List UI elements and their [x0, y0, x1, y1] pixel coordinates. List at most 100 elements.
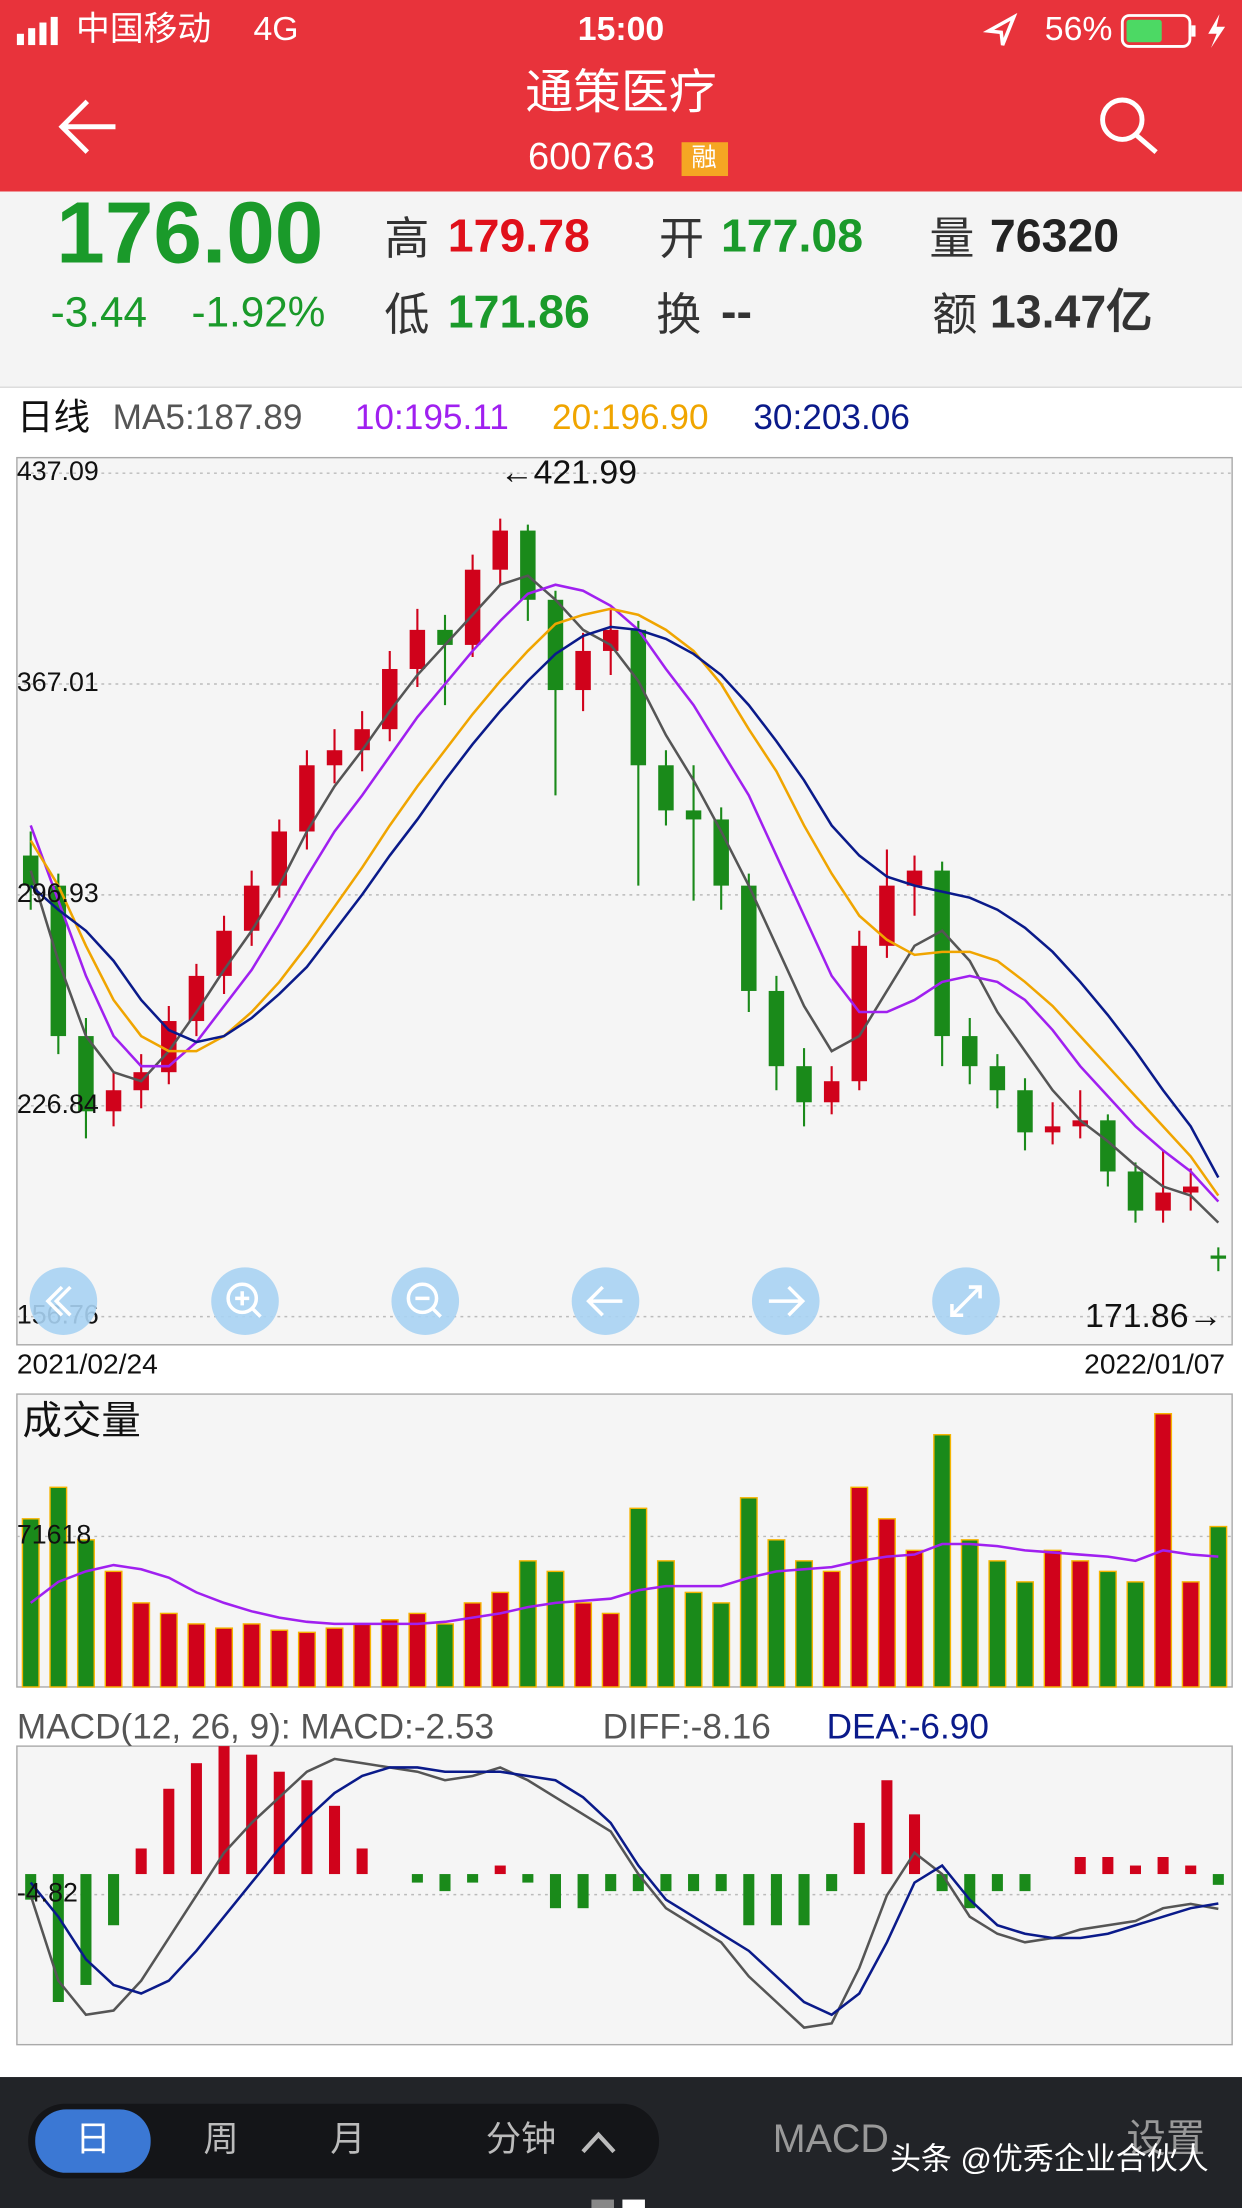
change: -3.44	[51, 289, 147, 336]
macd-bar	[577, 1874, 589, 1909]
volume-bar	[104, 1570, 123, 1688]
volume-bar	[1016, 1581, 1034, 1688]
macd-bar	[1185, 1865, 1197, 1875]
candle-body	[1044, 1126, 1061, 1133]
legend-entry: DEA:-6.90	[827, 1708, 989, 1747]
tab[interactable]: 月	[330, 2120, 365, 2159]
zoom-in-button[interactable]	[211, 1267, 279, 1335]
stat-value: 179.78	[448, 210, 590, 262]
candle-body	[989, 1066, 1006, 1091]
volume-bar	[1071, 1560, 1090, 1688]
volume-bar	[76, 1539, 95, 1688]
macd-bar	[411, 1874, 423, 1883]
page-indicator	[591, 2199, 614, 2208]
page-indicator	[622, 2199, 645, 2208]
back-button[interactable]	[58, 99, 116, 154]
y-tick-label: 71618	[17, 1519, 91, 1549]
macd-bar	[1102, 1857, 1114, 1875]
volume-bar	[353, 1623, 372, 1688]
settings-button[interactable]: 设置	[1127, 2117, 1206, 2161]
volume-bar	[1098, 1570, 1117, 1688]
candle-body	[1017, 1090, 1033, 1133]
candle-body	[713, 819, 729, 886]
macd-bar	[273, 1771, 285, 1875]
first-button[interactable]	[29, 1267, 98, 1335]
volume-bar	[739, 1497, 758, 1688]
legend-entry: 30:203.06	[753, 398, 910, 437]
candle-body	[188, 975, 205, 1022]
macd-bar	[1212, 1874, 1224, 1885]
stock-code: 600763	[528, 136, 655, 178]
candle-body	[22, 855, 39, 886]
macd-bar	[798, 1874, 810, 1926]
macd-bar	[1019, 1874, 1031, 1892]
volume-bar	[795, 1560, 814, 1688]
chevron	[581, 2131, 616, 2154]
macd-bar	[715, 1874, 727, 1892]
volume-bar	[215, 1627, 234, 1688]
macd-bar	[908, 1814, 921, 1875]
macd-bar	[467, 1874, 479, 1883]
legend-entry: 10:195.11	[355, 398, 509, 437]
volume-bar	[159, 1612, 178, 1688]
stat-value: 177.08	[721, 210, 863, 262]
tab[interactable]: 周	[203, 2120, 238, 2159]
macd-bar	[439, 1874, 451, 1892]
indicator-button[interactable]: MACD	[773, 2117, 889, 2161]
macd-bar	[135, 1848, 147, 1875]
volume-bar	[1126, 1581, 1145, 1688]
volume-bar	[436, 1623, 454, 1688]
network: 4G	[253, 10, 298, 48]
stat-value: 76320	[990, 210, 1119, 262]
battery-level: 56%	[1045, 10, 1113, 48]
change-pct: -1.92%	[192, 289, 326, 336]
annotation: 171.86→	[1085, 1297, 1222, 1335]
volume-bar	[187, 1623, 206, 1688]
macd-bar	[1129, 1865, 1141, 1875]
stock-name: 通策医疗	[525, 66, 716, 119]
macd-bar	[881, 1780, 893, 1875]
series-line	[29, 625, 1220, 1179]
control-icons	[45, 1282, 982, 1318]
battery-icon	[1120, 14, 1226, 48]
macd-bar	[246, 1754, 258, 1875]
candle-body	[271, 831, 288, 886]
candle-body	[299, 765, 315, 832]
macd-bar	[356, 1848, 368, 1875]
badge-bg	[681, 142, 729, 177]
header-bg	[0, 0, 1242, 192]
volume-title: 成交量	[23, 1399, 141, 1443]
price: 176.00	[56, 183, 323, 281]
series-line	[29, 1757, 1219, 2029]
tab[interactable]: 分钟	[486, 2120, 556, 2159]
stat-label: 低	[384, 289, 429, 340]
volume-bar	[1043, 1549, 1062, 1688]
candle-body	[382, 668, 398, 730]
quote-bg	[0, 191, 1242, 388]
candle-body	[161, 1021, 177, 1073]
series-line	[29, 583, 1220, 1203]
x-tick-label: 2021/02/24	[17, 1348, 158, 1379]
macd-bar	[853, 1822, 865, 1875]
tab[interactable]: 日	[75, 2120, 110, 2159]
macd-bar	[605, 1874, 617, 1892]
legend-entry: 20:196.90	[552, 398, 709, 437]
candle-body	[492, 530, 508, 570]
candle-body	[1155, 1192, 1171, 1211]
candle-body	[1127, 1171, 1144, 1211]
candle-body	[1100, 1120, 1116, 1172]
volume-bar	[270, 1629, 289, 1688]
search-button[interactable]	[1100, 97, 1158, 154]
macd-bar	[1157, 1857, 1169, 1875]
macd-bar	[770, 1874, 782, 1926]
candle-body	[1072, 1120, 1088, 1127]
y-tick-label: 226.84	[17, 1089, 99, 1119]
macd-bar	[163, 1788, 175, 1875]
macd-bar	[52, 1874, 64, 2003]
zoom-out-button[interactable]	[391, 1267, 460, 1335]
macd-bar	[1074, 1857, 1086, 1875]
series-line	[29, 1542, 1219, 1626]
macd-bar	[743, 1874, 755, 1926]
signal-icon	[16, 16, 58, 46]
